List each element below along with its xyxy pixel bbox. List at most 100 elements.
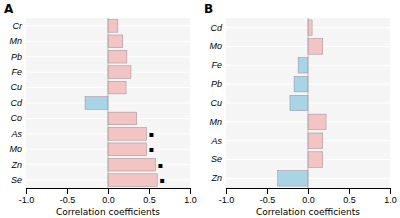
x-axis-title: Correlation coefficients <box>256 207 360 217</box>
tick-label: Cd <box>210 22 222 32</box>
tick-label: Fe <box>11 67 22 77</box>
tick: -1.0 <box>19 188 35 205</box>
title: B <box>204 2 213 16</box>
bar <box>108 128 147 141</box>
y-axis: Cd Mo Fe Pb Cu Mn As Se Zn <box>209 22 226 183</box>
annotations: ▪ ▪ ▪ ▪ <box>149 130 165 185</box>
bar <box>294 76 308 91</box>
tick-label: Mo <box>9 144 22 154</box>
tick-label: Pb <box>211 79 222 89</box>
tick-mark <box>226 188 227 194</box>
tick-label: Cr <box>13 21 23 31</box>
tick-label: 0.0 <box>302 195 315 205</box>
tick: 0.5 <box>143 188 156 205</box>
tick: Mo <box>9 144 26 154</box>
tick-label: Cd <box>10 98 22 108</box>
tick: Se <box>211 154 226 164</box>
tick: -0.5 <box>260 188 276 205</box>
tick: Zn <box>10 160 26 170</box>
panel: ▪ ▪ ▪ ▪ -1.0 -0.5 0.0 0.5 1.0 Cr Mn Pb Fe Cu Cd Co As Mo Z… <box>4 2 197 217</box>
plot-background <box>226 18 390 188</box>
bar <box>108 81 126 94</box>
y-axis: Cr Mn Pb Fe Cu Cd Co As Mo Zn Se <box>9 21 26 185</box>
tick-label: Mn <box>209 117 222 127</box>
tick-label: -1.0 <box>219 195 235 205</box>
bar <box>108 66 131 79</box>
bars <box>85 18 157 188</box>
bar <box>85 97 108 110</box>
tick-label: -0.5 <box>60 195 76 205</box>
bar <box>308 114 326 129</box>
tick-label: Cu <box>10 82 22 92</box>
tick-mark <box>349 188 350 194</box>
tick-label: Mo <box>209 41 222 51</box>
tick: As <box>10 129 26 139</box>
bar <box>108 20 118 33</box>
tick: Co <box>10 113 26 123</box>
tick: Fe <box>11 67 26 77</box>
tick: Cu <box>10 82 26 92</box>
tick: -0.5 <box>60 188 76 205</box>
tick-label: Fe <box>211 60 222 70</box>
tick-mark <box>149 188 150 194</box>
tick: Mn <box>209 117 226 127</box>
tick-label: 1.0 <box>184 195 197 205</box>
tick-mark <box>190 188 191 194</box>
tick: Mn <box>9 36 26 46</box>
tick-label: Pb <box>11 52 22 62</box>
bar <box>108 174 157 187</box>
annotation: ▪ <box>149 145 154 154</box>
tick: Cr <box>13 21 27 31</box>
annotation: ▪ <box>159 176 164 185</box>
chart: ▪ ▪ ▪ ▪ -1.0 -0.5 0.0 0.5 1.0 Cr Mn Pb Fe Cu Cd Co As Mo Z… <box>0 0 400 218</box>
tick-label: As <box>10 129 22 139</box>
tick-label: -1.0 <box>19 195 35 205</box>
tick-mark <box>67 188 68 194</box>
bar <box>308 39 323 54</box>
tick-mark <box>26 188 27 194</box>
title: A <box>4 2 14 16</box>
bar <box>108 35 123 48</box>
tick: Mo <box>209 41 226 51</box>
tick-label: -0.5 <box>260 195 276 205</box>
x-axis: -1.0 -0.5 0.0 0.5 1.0 <box>219 188 397 205</box>
zero-line <box>108 18 109 188</box>
x-axis-title: Correlation coefficients <box>56 207 160 217</box>
tick-mark <box>108 188 109 194</box>
tick-mark <box>308 188 309 194</box>
tick-label: Mn <box>9 36 22 46</box>
bar <box>108 50 127 63</box>
tick: Cd <box>10 98 26 108</box>
tick-label: Zn <box>210 173 222 183</box>
tick: Pb <box>11 52 26 62</box>
tick-label: 0.0 <box>102 195 115 205</box>
bar <box>298 58 308 73</box>
bar <box>308 152 323 167</box>
tick: 0.0 <box>302 188 315 205</box>
annotation: ▪ <box>158 161 163 170</box>
bar <box>108 158 156 171</box>
tick: 1.0 <box>184 188 197 205</box>
tick-label: As <box>210 136 222 146</box>
tick: Cd <box>210 22 226 32</box>
tick: 1.0 <box>384 188 397 205</box>
tick: Cu <box>210 98 226 108</box>
bars <box>278 18 326 188</box>
tick: Se <box>11 175 26 185</box>
bar <box>290 95 308 110</box>
tick-label: Co <box>10 113 22 123</box>
annotation: ▪ <box>149 130 154 139</box>
tick-label: 0.5 <box>343 195 356 205</box>
tick-label: 0.5 <box>143 195 156 205</box>
tick-label: Zn <box>10 160 22 170</box>
tick-label: Cu <box>210 98 222 108</box>
tick: 0.5 <box>343 188 356 205</box>
panel: -1.0 -0.5 0.0 0.5 1.0 Cd Mo Fe Pb Cu Mn As Se Zn Corre… <box>204 2 397 217</box>
tick-label: Se <box>11 175 22 185</box>
tick: Zn <box>210 173 226 183</box>
bar <box>308 20 312 35</box>
tick: Pb <box>211 79 226 89</box>
tick: 0.0 <box>102 188 115 205</box>
tick: As <box>210 136 226 146</box>
plot-background <box>26 18 190 188</box>
